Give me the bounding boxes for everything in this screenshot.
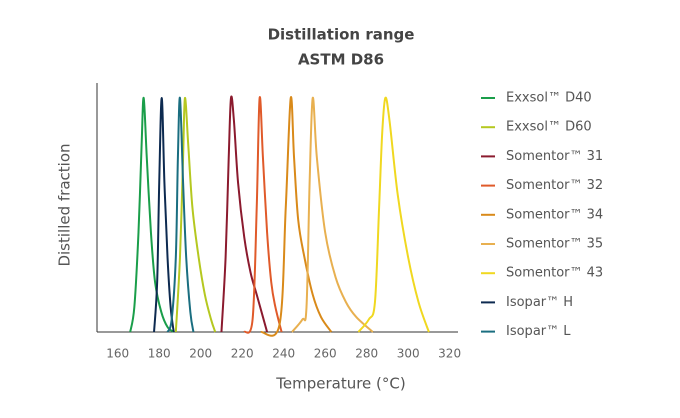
chart-subtitle: ASTM D86 [298, 51, 384, 69]
legend-label: Somentor™ 32 [506, 178, 603, 193]
x-tick-label: 320 [438, 347, 461, 361]
chart-title: Distillation range [268, 26, 415, 44]
x-axis-title: Temperature (°C) [275, 375, 405, 393]
x-tick-label: 280 [355, 347, 378, 361]
legend-label: Exxsol™ D40 [506, 91, 592, 106]
series-line [260, 96, 333, 337]
y-axis-title: Distilled fraction [56, 143, 74, 266]
x-tick-label: 160 [106, 347, 129, 361]
legend-label: Isopar™ H [506, 295, 573, 310]
series-line [357, 96, 430, 333]
series-line [153, 96, 175, 333]
x-tick-label: 220 [231, 347, 254, 361]
series-line [220, 95, 269, 333]
x-tick-label: 260 [314, 347, 337, 361]
x-tick-label: 200 [189, 347, 212, 361]
series-line [243, 96, 283, 334]
legend-label: Somentor™ 34 [506, 207, 603, 222]
x-tick-label: 240 [272, 347, 295, 361]
legend-label: Isopar™ L [506, 324, 571, 339]
series-line [174, 96, 217, 333]
series-line [166, 96, 195, 333]
x-tick-label: 300 [397, 347, 420, 361]
x-tick-label: 180 [148, 347, 171, 361]
series-line [291, 96, 374, 333]
legend-label: Exxsol™ D60 [506, 120, 592, 135]
legend-label: Somentor™ 43 [506, 266, 603, 281]
legend-label: Somentor™ 35 [506, 237, 603, 252]
legend-label: Somentor™ 31 [506, 149, 603, 164]
series-line [129, 96, 175, 333]
